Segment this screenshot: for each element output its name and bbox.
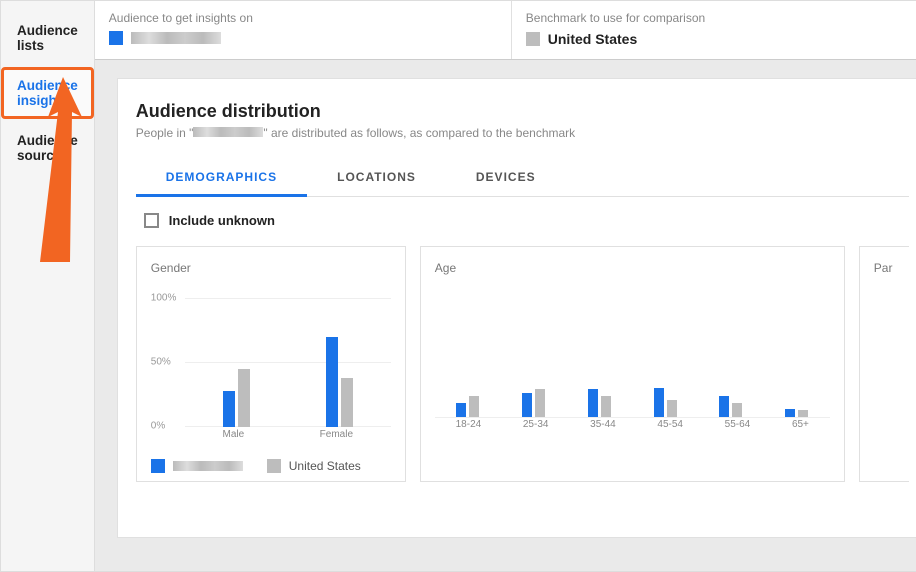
- gender-chart-card: Gender 100% 50% 0% MaleFemale: [136, 246, 406, 482]
- gender-chart-title: Gender: [151, 261, 391, 275]
- benchmark-value: United States: [548, 31, 637, 47]
- parental-chart-title: Par: [874, 261, 895, 275]
- include-unknown-label: Include unknown: [169, 213, 275, 228]
- benchmark-selector-label: Benchmark to use for comparison: [526, 11, 914, 25]
- audience-name-redacted: [131, 32, 221, 44]
- legend-benchmark-swatch-icon: [267, 459, 281, 473]
- benchmark-swatch-icon: [526, 32, 540, 46]
- legend-audience-swatch-icon: [151, 459, 165, 473]
- legend-audience: [151, 459, 243, 473]
- main-area: Audience to get insights on Benchmark to…: [95, 1, 916, 571]
- section-title: Audience distribution: [136, 101, 909, 122]
- y-tick-100: 100%: [151, 292, 177, 303]
- sidebar-item-audience-lists[interactable]: Audience lists: [1, 13, 94, 63]
- tab-devices[interactable]: Devices: [446, 158, 566, 196]
- top-selector-bar: Audience to get insights on Benchmark to…: [95, 1, 916, 60]
- age-chart: 18-2425-3435-4445-5455-6465+: [435, 285, 830, 435]
- tabs: Demographics Locations Devices: [136, 158, 909, 197]
- content-card: Audience distribution People in "" are d…: [117, 78, 916, 538]
- include-unknown-checkbox[interactable]: Include unknown: [144, 213, 901, 228]
- legend-benchmark-label: United States: [289, 459, 361, 473]
- tab-locations[interactable]: Locations: [307, 158, 446, 196]
- y-tick-50: 50%: [151, 356, 171, 367]
- legend-audience-redacted: [173, 461, 243, 471]
- sidebar: Audience lists Audience insights Audienc…: [1, 1, 95, 571]
- y-tick-0: 0%: [151, 420, 165, 431]
- benchmark-selector[interactable]: Benchmark to use for comparison United S…: [512, 1, 916, 59]
- tab-demographics[interactable]: Demographics: [136, 158, 307, 197]
- sidebar-item-audience-insights[interactable]: Audience insights: [1, 67, 94, 119]
- section-subtitle: People in "" are distributed as follows,…: [136, 126, 909, 140]
- parental-chart-card-partial: Par: [859, 246, 909, 482]
- charts-row: Gender 100% 50% 0% MaleFemale: [136, 246, 909, 482]
- audience-swatch-icon: [109, 31, 123, 45]
- options-row: Include unknown: [136, 197, 909, 246]
- audience-selector[interactable]: Audience to get insights on: [95, 1, 512, 59]
- age-chart-card: Age 18-2425-3435-4445-5455-6465+: [420, 246, 845, 482]
- chart-legend: United States: [151, 459, 391, 473]
- audience-selector-label: Audience to get insights on: [109, 11, 497, 25]
- legend-benchmark: United States: [267, 459, 361, 473]
- gender-chart: 100% 50% 0% MaleFemale: [151, 285, 391, 445]
- sidebar-item-audience-sources[interactable]: Audience sources: [1, 123, 94, 173]
- checkbox-icon: [144, 213, 159, 228]
- age-chart-title: Age: [435, 261, 830, 275]
